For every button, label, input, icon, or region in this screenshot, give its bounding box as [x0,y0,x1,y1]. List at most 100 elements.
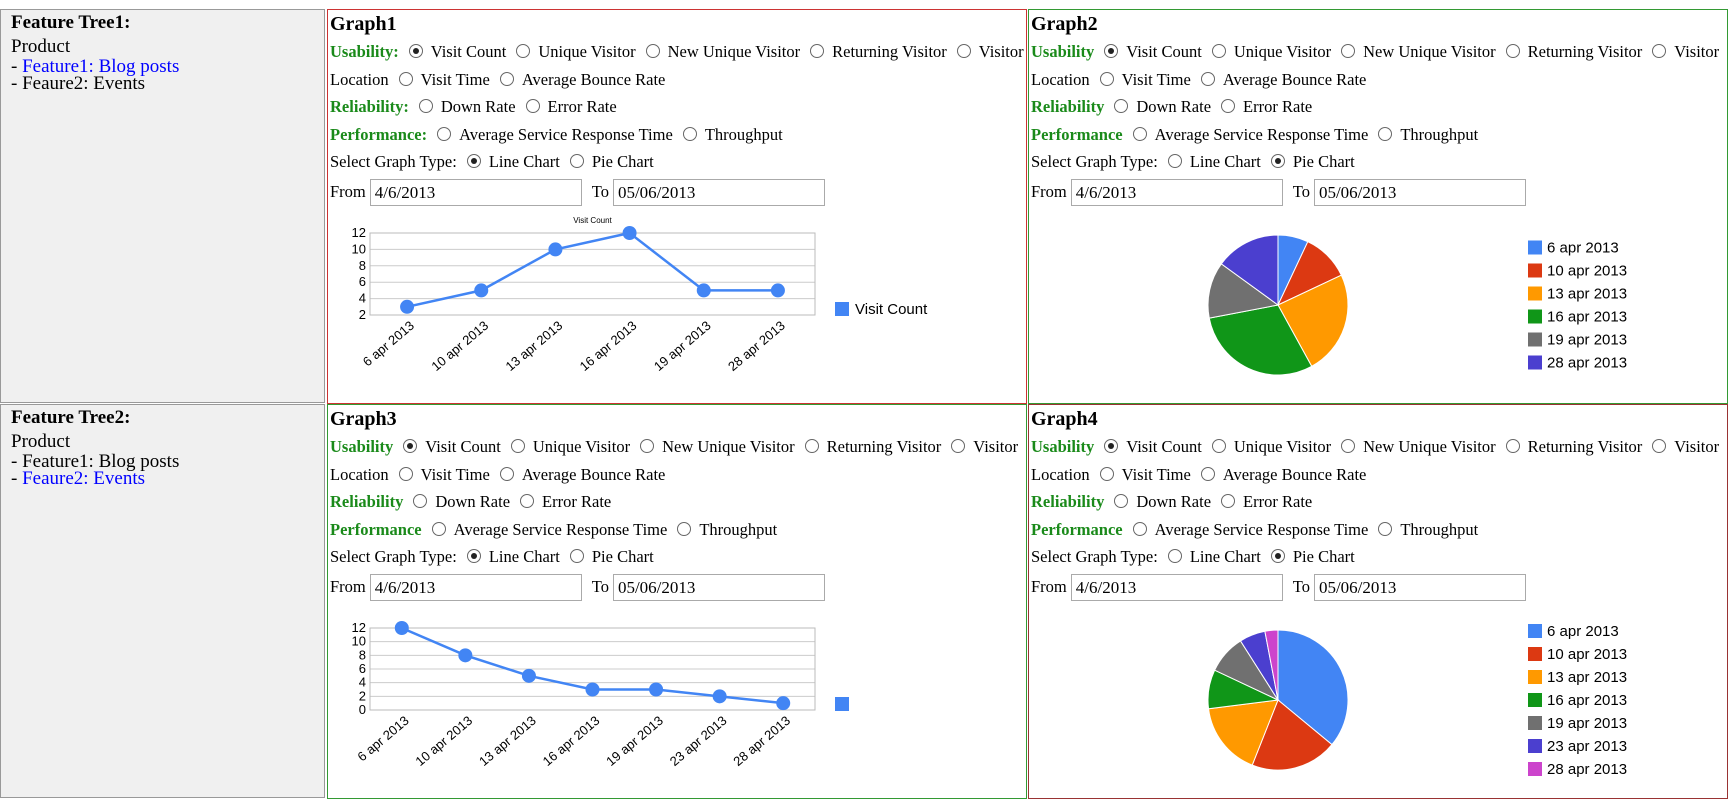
legend-swatch [1528,263,1542,278]
radio[interactable] [1221,494,1236,508]
radio[interactable] [403,439,418,453]
radio[interactable] [1132,521,1147,536]
from-input[interactable]: 4/6/2013 [369,574,582,602]
radio[interactable] [804,439,819,453]
radio[interactable] [1378,126,1393,141]
radio[interactable] [499,71,514,86]
radio[interactable] [569,549,584,563]
radio[interactable] [956,44,971,58]
pie-slice [1207,699,1279,766]
radio[interactable] [1200,466,1215,481]
radio[interactable] [520,494,535,508]
radio-label: Average Service Response Time [459,124,673,144]
feature-link[interactable]: Feature1: Blog posts [22,56,180,77]
x-tick-label: 28 apr 2013 [725,318,788,374]
to-input[interactable]: 05/06/2013 [612,574,825,602]
radio[interactable] [466,154,481,168]
radio-label: Visitor Location [330,42,1024,89]
radio-label: Error Rate [542,492,612,511]
y-tick-label: 2 [359,307,366,322]
from-label: From [1031,181,1067,201]
radio[interactable] [1114,99,1129,113]
radio[interactable] [516,44,531,58]
radio[interactable] [682,126,697,141]
radio[interactable] [677,521,692,536]
radio[interactable] [1652,439,1667,453]
radio[interactable] [1114,494,1129,508]
radio-label: Average Service Response Time [453,519,668,539]
radio[interactable] [510,439,525,453]
radio-label: Unique Visitor [532,437,631,456]
metric-group: Reliability Down Rate Error Rate [330,488,1024,516]
legend-swatch [1528,309,1542,324]
legend-label: 16 apr 2013 [1547,692,1627,709]
to-input[interactable]: 05/06/2013 [1313,574,1526,602]
radio-label: Visit Count [1126,437,1202,456]
radio-label: Average Bounce Rate [1222,69,1367,89]
radio[interactable] [418,99,433,113]
radio[interactable] [1104,439,1119,453]
radio[interactable] [645,44,660,58]
radio[interactable] [569,154,584,168]
radio[interactable] [413,494,428,508]
y-tick-label: 2 [359,688,366,703]
radio-label: Visit Count [1126,42,1202,61]
data-point [400,299,415,314]
legend-label: 23 apr 2013 [1547,738,1627,755]
radio[interactable] [951,439,966,453]
from-input[interactable]: 4/6/2013 [369,179,582,207]
radio[interactable] [1167,154,1182,168]
date-range: From 4/6/2013 To 05/06/2013 [330,178,1024,207]
feature-label: Feature1: Blog posts [22,451,180,472]
radio[interactable] [1211,439,1226,453]
metric-group: Reliability Down Rate Error Rate [1031,93,1725,121]
group-label: Reliability [1031,492,1105,511]
radio[interactable] [1341,439,1356,453]
radio[interactable] [1270,154,1285,168]
radio[interactable] [640,439,655,453]
graph-panel: Graph1 Usability: Visit Count Unique Visito… [327,9,1027,404]
radio[interactable] [408,44,423,58]
radio[interactable] [398,71,413,86]
radio[interactable] [1505,44,1520,58]
to-input[interactable]: 05/06/2013 [1313,179,1526,207]
radio[interactable] [1221,99,1236,113]
radio[interactable] [466,549,481,563]
tree-item: - Feature1: Blog posts [11,451,314,472]
radio[interactable] [810,44,825,58]
radio[interactable] [431,521,446,536]
from-input[interactable]: 4/6/2013 [1070,574,1283,602]
radio[interactable] [398,466,413,481]
radio[interactable] [1104,44,1119,58]
radio[interactable] [437,126,452,141]
graph-panel: Graph2 Usability Visit Count Unique Visitor… [1028,9,1728,404]
radio[interactable] [525,99,540,113]
radio[interactable] [1211,44,1226,58]
feature-link[interactable]: Feaure2: Events [22,468,146,489]
radio[interactable] [1099,71,1114,86]
metric-group: Performance: Average Service Response Tim… [330,121,1024,149]
radio-label: New Unique Visitor [1363,42,1496,61]
radio[interactable] [1505,439,1520,453]
radio[interactable] [1378,521,1393,536]
radio-label: Visit Time [420,69,490,89]
radio[interactable] [1099,466,1114,481]
radio[interactable] [499,466,514,481]
tree-item: - Feaure2: Events [11,74,314,93]
panel-title: Graph4 [1031,408,1098,430]
y-tick-label: 10 [352,241,366,256]
radio[interactable] [1652,44,1667,58]
to-input[interactable]: 05/06/2013 [612,179,825,207]
y-tick-label: 4 [359,675,366,690]
from-input[interactable]: 4/6/2013 [1070,179,1283,207]
legend-label: 28 apr 2013 [1547,355,1627,372]
radio-label: Unique Visitor [1233,437,1332,456]
radio[interactable] [1132,126,1147,141]
radio[interactable] [1167,549,1182,563]
radio[interactable] [1341,44,1356,58]
legend-swatch [1528,286,1542,301]
radio[interactable] [1270,549,1285,563]
radio[interactable] [1200,71,1215,86]
y-tick-label: 4 [359,291,366,306]
x-tick-label: 10 apr 2013 [428,318,491,374]
